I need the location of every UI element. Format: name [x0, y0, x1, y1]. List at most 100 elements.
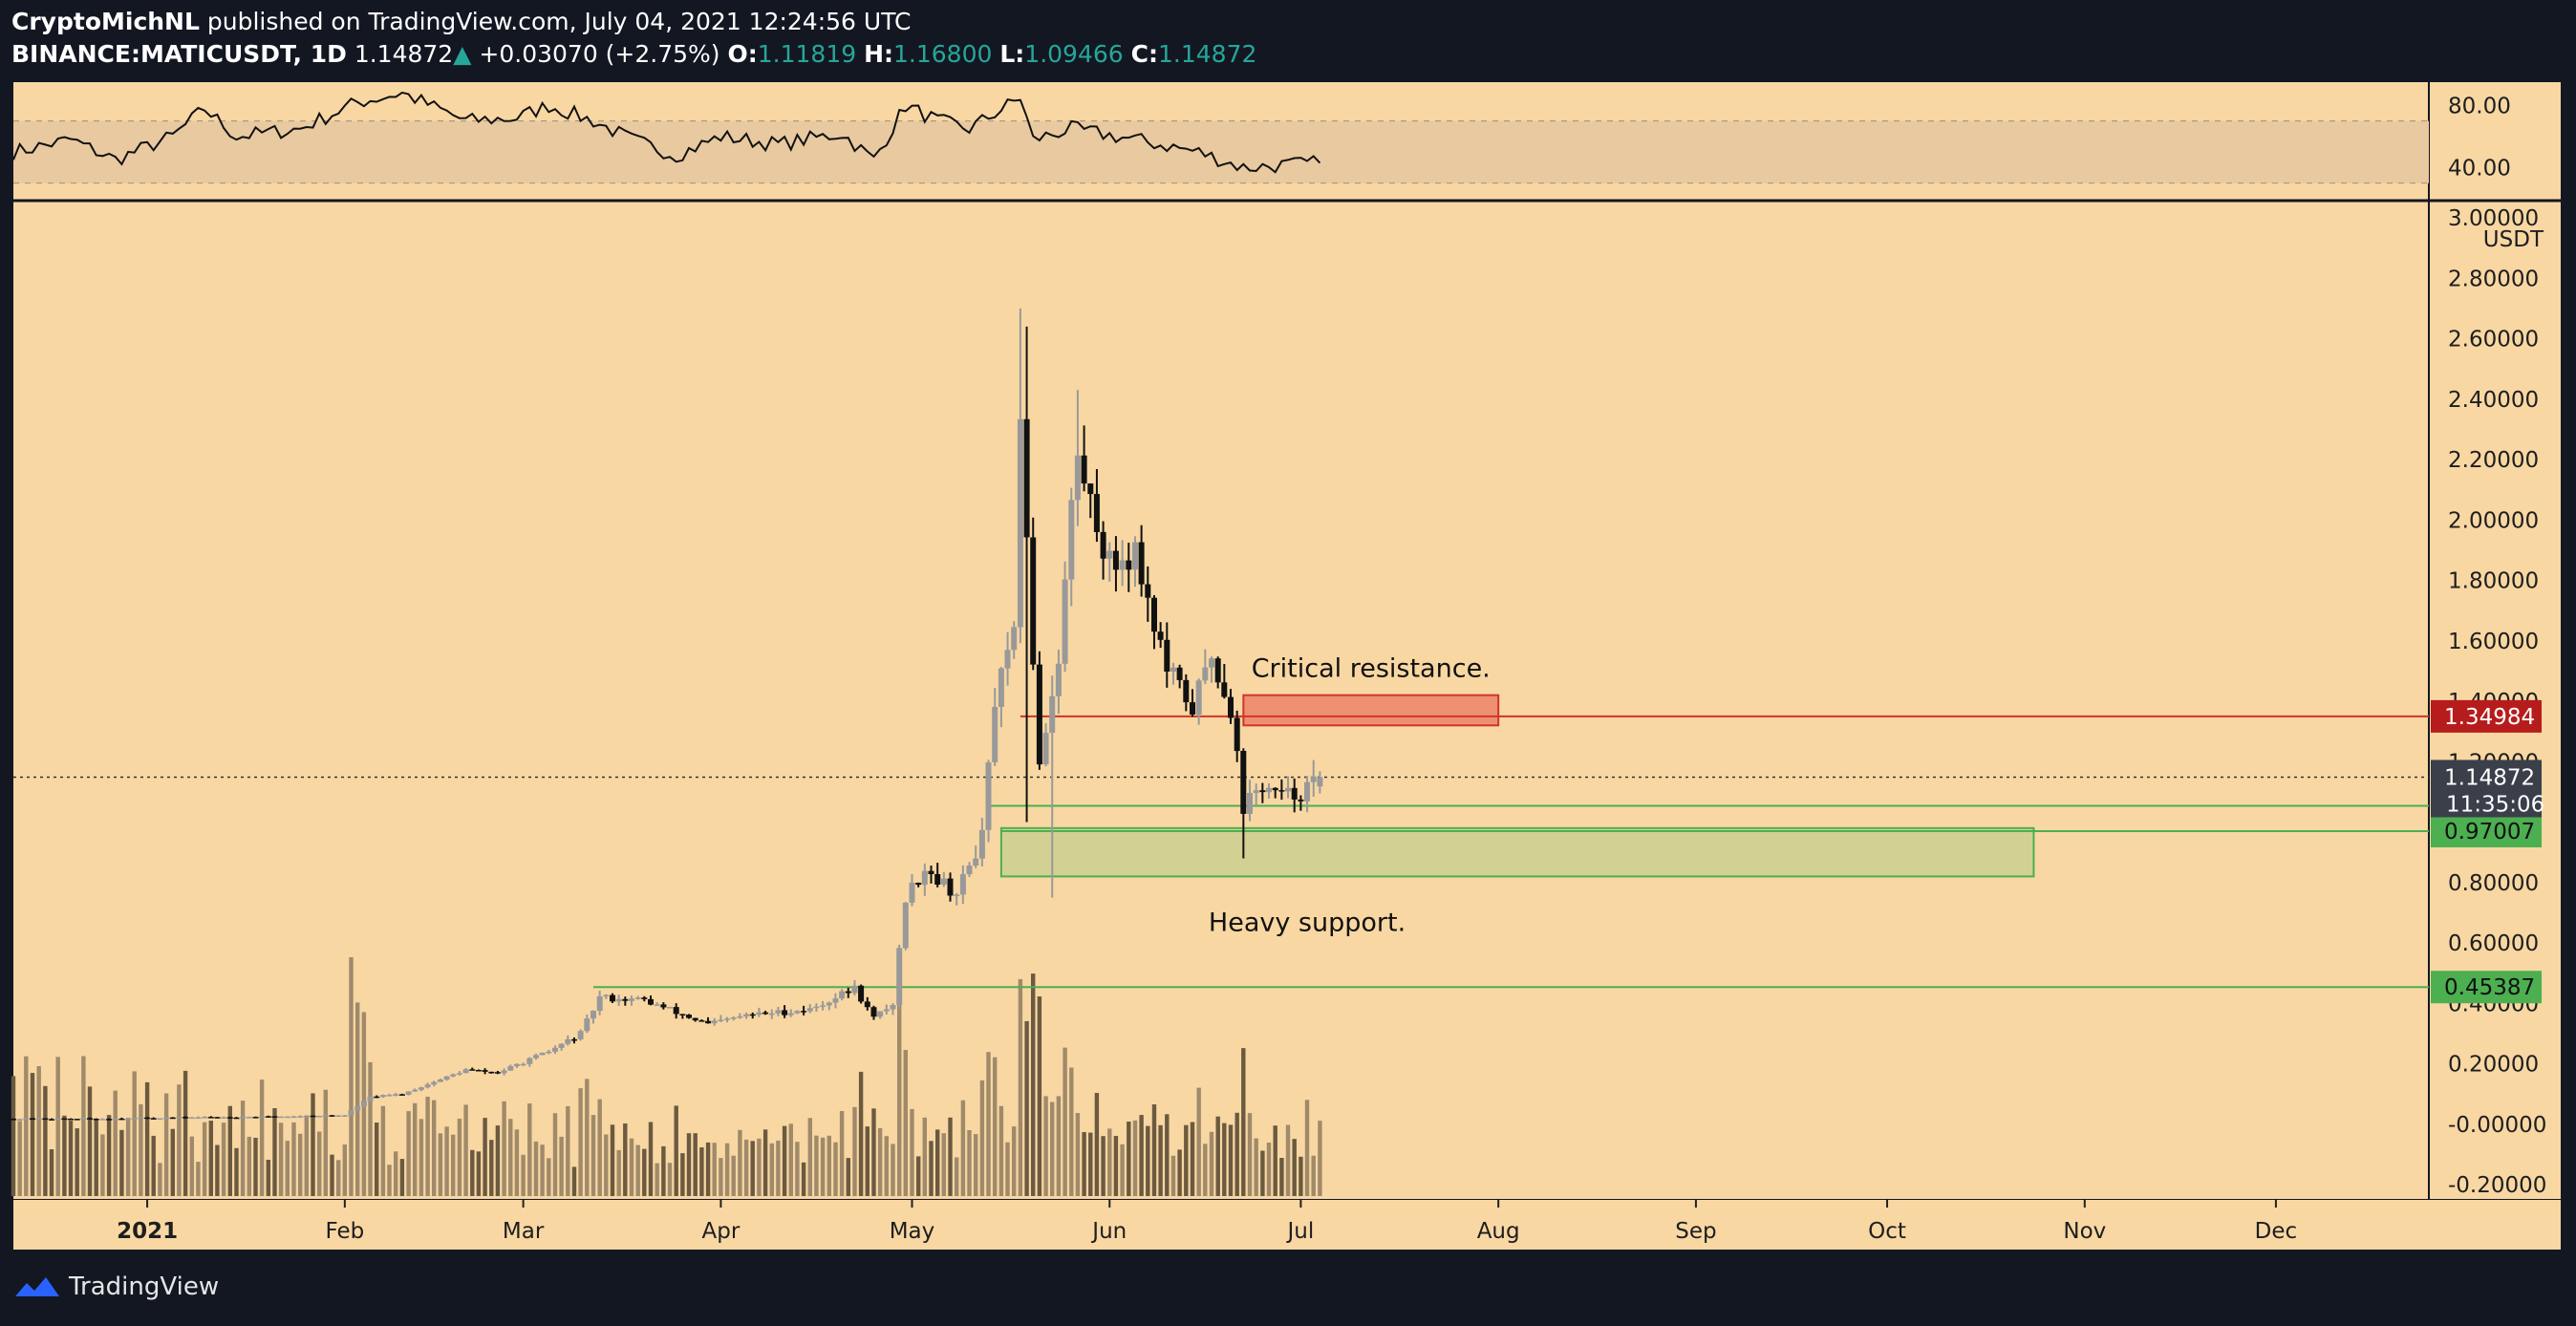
candle-body — [35, 1118, 42, 1121]
candle-body — [998, 668, 1004, 707]
candle-body — [928, 870, 934, 874]
volume-bar — [635, 1144, 640, 1196]
candle-body — [188, 1117, 195, 1120]
candle-body — [1221, 682, 1228, 697]
candle-body — [711, 1020, 718, 1024]
candle-body — [176, 1117, 182, 1119]
volume-bar — [648, 1122, 654, 1196]
candle-body — [303, 1115, 310, 1118]
volume-bar — [1285, 1124, 1291, 1196]
volume-bar — [247, 1136, 251, 1196]
price-tick-label: 3.00000 — [2448, 206, 2539, 231]
candle-body — [768, 1013, 775, 1016]
volume-bar — [1127, 1122, 1131, 1196]
candle-body — [182, 1117, 189, 1119]
candle-body — [412, 1089, 419, 1092]
volume-bar — [285, 1141, 290, 1196]
volume-bar — [1024, 1020, 1029, 1196]
volume-bar — [877, 1127, 883, 1196]
volume-bar — [368, 1061, 373, 1196]
volume-bar — [540, 1144, 545, 1196]
volume-bar — [820, 1137, 826, 1196]
candle-body — [221, 1117, 227, 1119]
volume-bar — [311, 1093, 315, 1196]
resistance-zone — [1242, 694, 1500, 727]
candle-body — [1298, 799, 1304, 802]
volume-bar — [1222, 1123, 1227, 1196]
volume-bar — [871, 1108, 876, 1196]
volume-bar — [941, 1133, 946, 1196]
candle-body — [99, 1119, 106, 1121]
high-label: H: — [864, 40, 894, 68]
open-value: 1.11819 — [757, 40, 857, 68]
volume-bar — [62, 1115, 67, 1196]
resistance-badge — [2431, 699, 2542, 733]
candle-body — [278, 1116, 285, 1119]
volume-bar — [1050, 1101, 1055, 1196]
volume-bar — [81, 1056, 86, 1196]
candle-body — [1068, 500, 1075, 580]
candle-body — [118, 1118, 125, 1121]
candle-body — [488, 1071, 495, 1074]
candle-body — [246, 1117, 252, 1119]
volume-bar — [935, 1129, 940, 1196]
candle-body — [398, 1094, 405, 1096]
volume-bar — [1196, 1087, 1201, 1196]
volume-bar — [1311, 1155, 1316, 1196]
volume-bar — [1107, 1128, 1112, 1196]
volume-bar — [1165, 1114, 1170, 1196]
volume-bar — [552, 1113, 558, 1196]
candle-body — [1106, 550, 1113, 559]
volume-bar — [974, 1134, 978, 1196]
price-tick-label: -0.00000 — [2448, 1113, 2546, 1138]
candle-body — [1138, 542, 1145, 585]
footer-brand[interactable]: TradingView — [13, 1273, 219, 1301]
candle-body — [1112, 550, 1119, 570]
published-text: published on TradingView.com, July 04, 2… — [206, 8, 912, 35]
candle-body — [475, 1070, 482, 1072]
volume-bar — [1292, 1139, 1297, 1196]
volume-bar — [955, 1157, 959, 1196]
volume-bar — [330, 1154, 334, 1196]
candle-body — [526, 1058, 533, 1064]
volume-bar — [1241, 1048, 1246, 1196]
author-name[interactable]: CryptoMichNL — [11, 8, 200, 35]
price-tick-label: 2.60000 — [2448, 328, 2539, 353]
volume-bar — [1094, 1093, 1100, 1196]
volume-bar — [776, 1140, 781, 1196]
volume-bar — [1177, 1149, 1182, 1196]
candle-body — [1291, 787, 1298, 800]
volume-bar — [1234, 1112, 1239, 1196]
candle-body — [877, 1011, 884, 1017]
currency-label: USDT — [2483, 227, 2544, 252]
candle-body — [1087, 483, 1094, 495]
candle-body — [571, 1038, 577, 1041]
candle-body — [679, 1014, 686, 1016]
candle-body — [284, 1116, 290, 1119]
volume-bar — [1056, 1096, 1062, 1196]
volume-bar — [1043, 1096, 1048, 1196]
candle-body — [290, 1116, 297, 1119]
volume-bar — [833, 1142, 838, 1196]
candle-body — [329, 1115, 335, 1117]
volume-bar — [202, 1122, 207, 1196]
price-tick-label: 2.40000 — [2448, 388, 2539, 413]
volume-bar — [476, 1151, 482, 1196]
candle-body — [1017, 418, 1023, 628]
resistance-badge-label: 1.34984 — [2444, 705, 2535, 730]
volume-bar — [705, 1142, 711, 1196]
candle-body — [1272, 787, 1278, 791]
candle-body — [1011, 627, 1018, 651]
volume-bar — [750, 1141, 755, 1196]
candle-body — [1132, 542, 1138, 570]
candle-body — [106, 1119, 113, 1121]
volume-bar — [1101, 1136, 1106, 1196]
volume-bar — [349, 957, 354, 1196]
volume-bar — [163, 1093, 169, 1196]
symbol-label[interactable]: BINANCE:MATICUSDT, 1D — [11, 40, 347, 68]
candle-body — [354, 1106, 361, 1111]
time-tick-label: Sep — [1675, 1219, 1716, 1244]
volume-bar — [846, 1158, 850, 1196]
candle-body — [513, 1063, 520, 1066]
